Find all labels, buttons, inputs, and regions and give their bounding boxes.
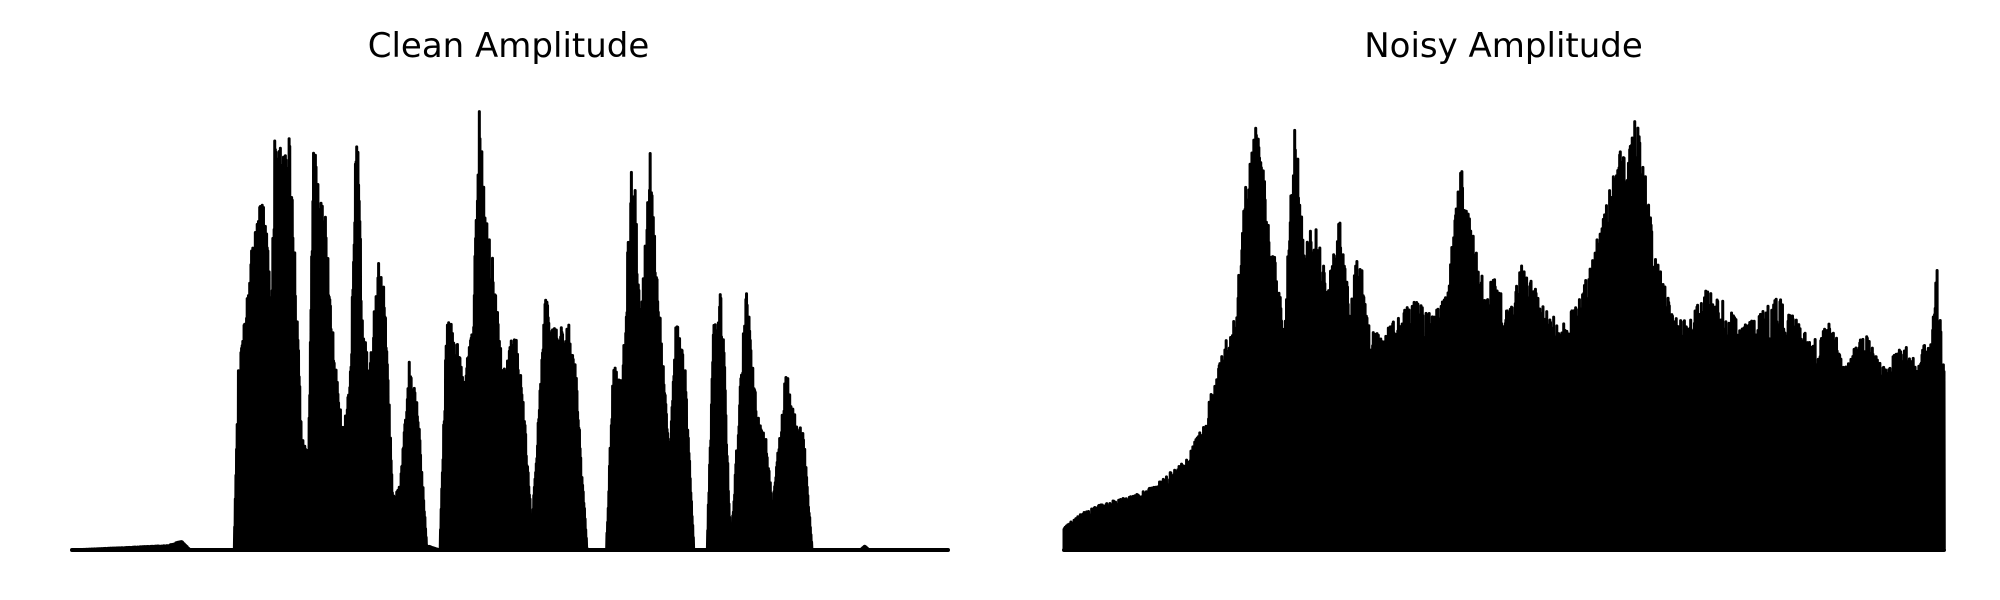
chart-title: Clean Amplitude bbox=[367, 26, 650, 66]
clean-amplitude-panel: Clean Amplitude bbox=[70, 26, 950, 552]
noisy-amplitude-plot bbox=[1062, 120, 1946, 552]
chart-title: Noisy Amplitude bbox=[1364, 26, 1643, 66]
amplitude-series-fill bbox=[1064, 188, 1944, 550]
clean-amplitude-plot bbox=[70, 110, 950, 552]
amplitude-series-fill bbox=[72, 180, 948, 551]
noisy-amplitude-panel: Noisy Amplitude bbox=[1000, 0, 2000, 600]
